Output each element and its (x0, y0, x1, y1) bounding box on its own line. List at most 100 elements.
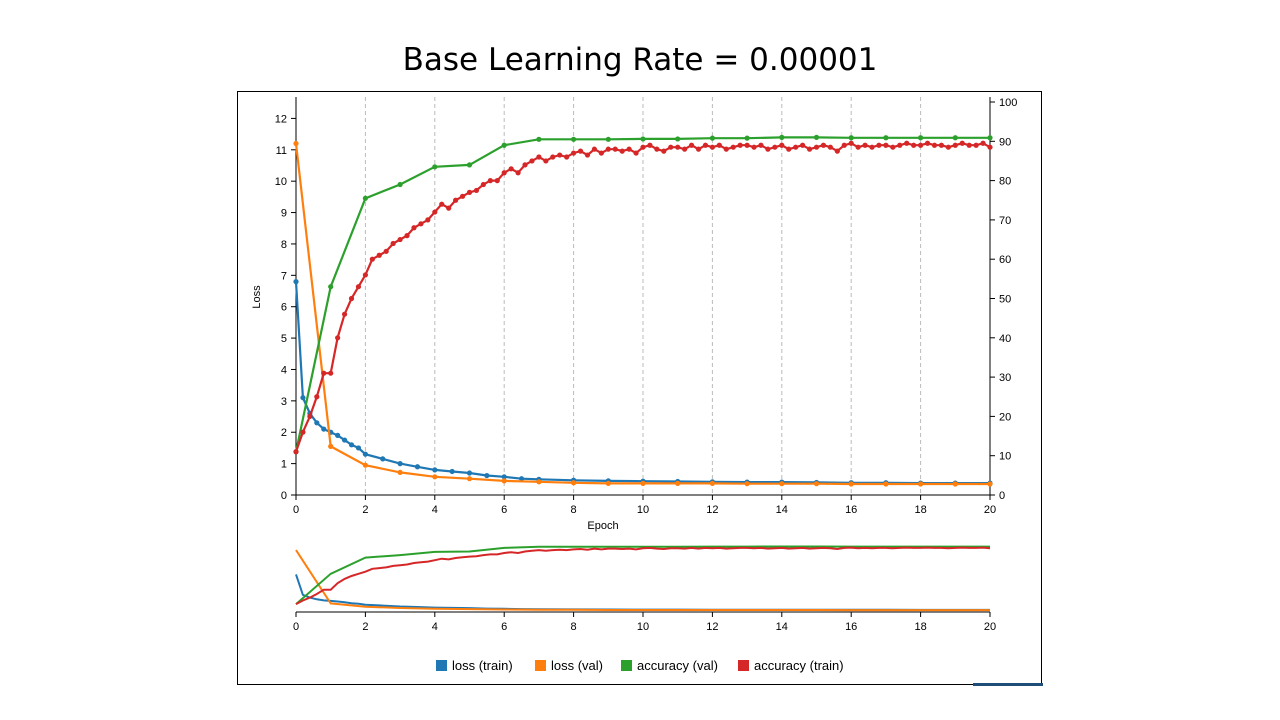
slide-title: Base Learning Rate = 0.00001 (402, 42, 878, 78)
data-point (328, 443, 334, 449)
legend-swatch (738, 660, 749, 671)
legend: loss (train) loss (val) accuracy (val) accu… (436, 658, 1043, 686)
chart-frame: 0 1 2 3 4 5 6 7 8 9 10 11 12 0 10 20 30 40 50 60 70 80 90 100 0 2… (237, 91, 1043, 686)
data-point (335, 432, 341, 438)
y2-tick-label: 50 (999, 294, 1011, 306)
data-point (688, 142, 695, 148)
data-point (813, 134, 820, 140)
data-point (758, 142, 764, 148)
data-point (348, 442, 355, 448)
data-point (335, 335, 341, 341)
data-point (362, 451, 368, 457)
y-tick-label: 12 (275, 113, 287, 125)
legend-label: loss (val) (551, 658, 603, 673)
data-point (813, 144, 820, 150)
data-point (744, 142, 750, 148)
data-point (883, 142, 889, 148)
data-point (515, 170, 521, 176)
data-point (640, 144, 646, 150)
overview-series-line (295, 549, 990, 612)
x-tick-label: 14 (776, 504, 788, 516)
legend-label: accuracy (train) (754, 658, 844, 673)
overview-x-tick-label: 12 (706, 621, 718, 633)
data-point (307, 413, 313, 419)
data-point (959, 140, 965, 146)
data-point (543, 158, 549, 164)
data-point (598, 150, 604, 156)
data-point (328, 370, 334, 376)
data-point (751, 144, 757, 150)
data-point (293, 449, 299, 455)
data-point (987, 144, 993, 150)
data-point (390, 240, 396, 247)
data-point (321, 426, 327, 432)
data-point (501, 474, 507, 480)
overview-x-tick-label: 4 (432, 621, 438, 633)
data-point (945, 144, 951, 150)
data-point (779, 481, 785, 487)
data-point (612, 146, 618, 152)
data-point (827, 144, 833, 150)
data-point (397, 461, 403, 467)
data-point (675, 480, 681, 486)
data-point (411, 225, 417, 231)
data-point (362, 462, 368, 468)
legend-item: loss (train) (436, 658, 513, 673)
data-point (980, 140, 986, 146)
data-point (786, 146, 792, 152)
x-tick-label: 16 (845, 504, 857, 516)
overview-chart[interactable]: 0 2 4 6 8 10 12 14 16 18 20 (293, 545, 996, 634)
data-point (577, 148, 584, 154)
data-point (744, 135, 750, 141)
data-point (584, 152, 591, 158)
legend-label: loss (train) (452, 658, 513, 673)
x-tick-label: 18 (914, 504, 926, 516)
data-point (300, 395, 306, 401)
data-point (654, 146, 660, 152)
data-point (661, 148, 667, 154)
series-line (294, 281, 990, 485)
data-point (439, 201, 445, 207)
y-tick-label: 3 (281, 396, 287, 408)
y2-tick-label: 10 (999, 451, 1011, 463)
grid-lines (364, 97, 922, 495)
data-point (918, 481, 924, 487)
y-tick-label: 4 (281, 364, 287, 376)
data-point (675, 136, 681, 142)
data-point (723, 146, 729, 152)
data-point (952, 481, 958, 487)
data-point (446, 205, 452, 211)
data-point (834, 148, 840, 154)
data-point (633, 150, 639, 156)
data-point (952, 142, 958, 148)
data-point (931, 142, 938, 148)
data-point (341, 437, 348, 443)
data-point (536, 154, 542, 160)
data-point (425, 217, 431, 223)
data-point (973, 142, 979, 148)
data-point (432, 209, 438, 215)
data-point (522, 162, 528, 168)
overview-x-tick-label: 10 (637, 621, 649, 633)
data-point (800, 142, 806, 148)
y2-tick-label: 90 (999, 136, 1011, 148)
data-point (918, 135, 924, 141)
y-tick-label: 8 (281, 239, 287, 251)
y-tick-label: 10 (275, 176, 287, 188)
overview-x-tick-label: 0 (293, 621, 299, 633)
data-point (466, 470, 473, 476)
data-point (369, 256, 375, 262)
main-series (293, 134, 993, 487)
data-point (314, 420, 320, 426)
data-point (397, 181, 403, 188)
x-tick-label: 8 (571, 504, 577, 516)
data-point (918, 142, 924, 148)
data-point (414, 464, 421, 470)
data-point (869, 144, 875, 150)
data-point (557, 152, 563, 158)
y-tick-label: 5 (281, 333, 287, 345)
data-point (383, 248, 389, 254)
data-point (300, 429, 306, 435)
data-point (518, 476, 525, 482)
data-point (571, 480, 577, 486)
